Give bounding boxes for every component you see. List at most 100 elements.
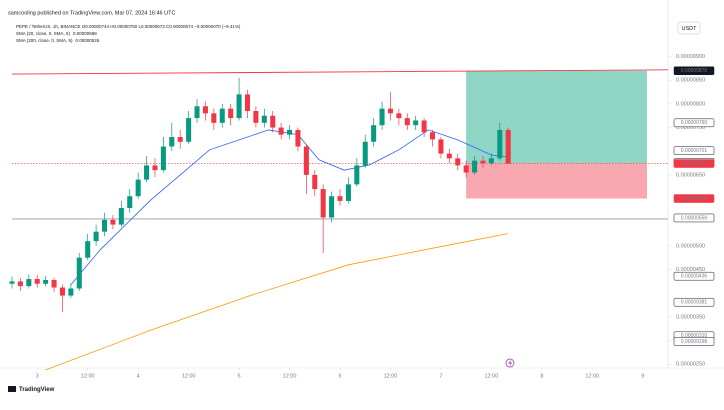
candle-body: [9, 281, 15, 284]
price-marker-label: 0.00000436: [681, 274, 708, 280]
y-tick-label: 0.00000650: [676, 172, 705, 178]
candle-body: [169, 137, 175, 147]
candle-body: [186, 118, 192, 142]
x-tick-label: 12:00: [585, 373, 599, 379]
x-tick-label: 5: [238, 373, 241, 379]
candle-body: [337, 196, 343, 201]
currency-button[interactable]: [677, 21, 701, 35]
candle-body: [413, 120, 419, 126]
y-tick-label: 0.00000750: [676, 125, 705, 131]
candle-body: [152, 165, 158, 171]
sma-line: [45, 233, 509, 371]
candle-body: [497, 129, 503, 159]
candle-body: [480, 160, 486, 164]
candle-body: [135, 179, 141, 197]
candle-body: [34, 279, 40, 284]
candle-body: [194, 106, 200, 119]
candle-body: [362, 141, 368, 166]
candle-body: [488, 158, 494, 164]
y-tick-label: 0.00000900: [676, 54, 705, 60]
candle-body: [287, 129, 293, 135]
candle-body: [236, 94, 242, 119]
x-tick-label: 12:00: [283, 373, 297, 379]
candle-body: [354, 165, 360, 185]
candle-body: [505, 129, 511, 164]
candle-body: [59, 287, 65, 296]
candle-body: [463, 165, 469, 173]
symbol-line: PEPE / TetherUS, 1h, BINANCE O0.00000744…: [16, 24, 241, 29]
candle-body: [85, 241, 91, 258]
x-tick-label: 3: [36, 373, 39, 379]
candle-body: [421, 120, 427, 133]
price-marker: [673, 337, 715, 346]
x-tick-label: 12:00: [81, 373, 95, 379]
candle-body: [455, 158, 461, 166]
legend-name: SMA (200, close, 0, SMA, 5): [16, 38, 73, 43]
candle-body: [17, 281, 23, 287]
x-tick-label: 7: [439, 373, 442, 379]
candle-body: [244, 94, 251, 111]
candle-body: [110, 219, 116, 225]
y-tick-label: 0.00000350: [676, 314, 705, 320]
brand-name: TradingView: [19, 387, 55, 393]
x-tick-label: 12:00: [485, 373, 499, 379]
price-marker: [673, 146, 715, 156]
candle-body: [93, 231, 99, 242]
candle-body: [278, 127, 284, 135]
candle-body: [446, 153, 452, 159]
candle-body: [253, 110, 259, 123]
price-marker: [673, 271, 715, 281]
candle-body: [371, 125, 377, 142]
price-marker-label: 0.00000701: [681, 148, 708, 154]
candle-body: [438, 139, 444, 154]
candle-body: [345, 184, 351, 201]
price-marker-label: 0.00000760: [681, 120, 708, 126]
candle-body: [329, 196, 335, 218]
legend-value: 0.00000688: [73, 31, 97, 36]
x-tick-label: 9: [641, 373, 644, 379]
candle-body: [101, 219, 108, 232]
price-marker: [673, 297, 715, 307]
price-marker-label: 0.00000674: [681, 161, 708, 167]
candle-body: [177, 137, 183, 142]
loss-zone: [466, 163, 647, 199]
candle-body: [303, 146, 309, 175]
y-tick-label: 0.00000450: [676, 267, 705, 273]
candle-body: [228, 108, 234, 119]
candle-body: [26, 279, 32, 287]
candle-body: [295, 129, 301, 147]
price-marker: [673, 159, 715, 168]
brand-logo: [8, 386, 16, 392]
candle-body: [160, 146, 166, 171]
candle-body: [43, 279, 49, 284]
candle-body: [387, 108, 393, 114]
candle-body: [76, 257, 82, 289]
x-tick-label: 4: [137, 373, 140, 379]
candle-body: [261, 115, 267, 123]
price-marker-label: 0.00000600: [681, 196, 708, 202]
candle-body: [396, 113, 402, 119]
profit-zone: [466, 70, 647, 164]
price-marker-label: 0.00000298: [681, 339, 708, 345]
event-bolt: [508, 359, 512, 367]
candle-body: [270, 115, 276, 128]
candle-body: [144, 165, 150, 180]
y-tick-label: 0.00000500: [676, 243, 705, 249]
y-tick-label: 0.00000800: [676, 101, 705, 107]
y-tick-label: 0.00000850: [676, 78, 705, 84]
x-tick-label: 12:00: [384, 373, 398, 379]
x-tick-label: 8: [540, 373, 543, 379]
price-marker: [673, 118, 715, 128]
candle-body: [68, 288, 74, 296]
candle-body: [51, 279, 57, 288]
price-marker-label: 0.00000381: [681, 300, 708, 306]
y-tick-label: 0.00000250: [676, 362, 705, 368]
candle-body: [219, 108, 225, 123]
legend-name: SMA (20, close, 0, SMA, 5): [16, 31, 71, 36]
trend-line: [11, 69, 669, 75]
x-tick-label: 12:00: [182, 373, 196, 379]
candle-body: [118, 208, 124, 225]
candle-body: [127, 196, 133, 209]
